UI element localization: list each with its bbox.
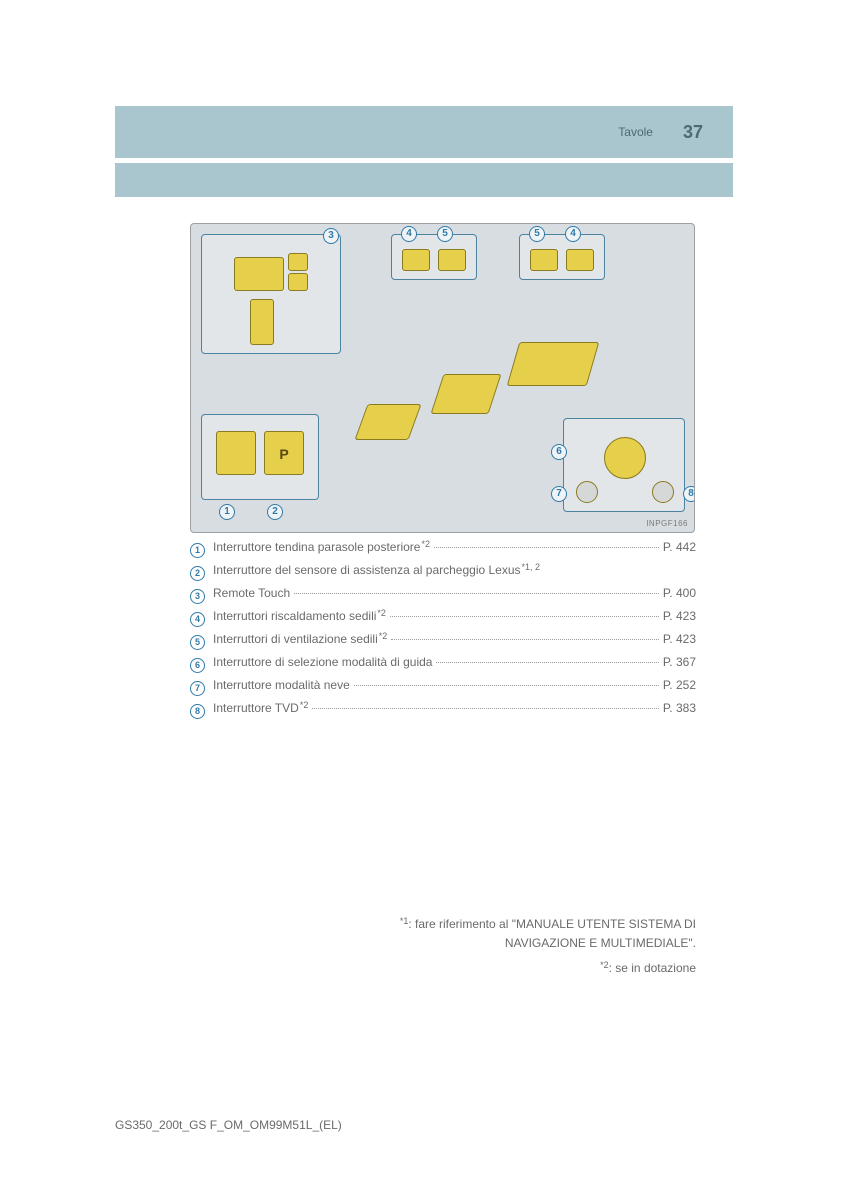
callout-1: 1 (219, 504, 235, 520)
footnote-1-text: : fare riferimento al "MANUALE UTENTE SI… (408, 917, 696, 931)
list-item: 1 Interruttore tendina parasole posterio… (190, 540, 696, 563)
list-label: Interruttore di selezione modalità di gu… (213, 655, 432, 669)
remote-touch-pad-icon (234, 257, 284, 291)
console-panel-a-icon (354, 404, 421, 440)
list-page: P. 400 (663, 586, 696, 600)
list-num-8: 8 (190, 704, 205, 719)
list-sup: *2 (379, 631, 388, 641)
leader-dots (434, 547, 659, 548)
header-bar: Tavole 37 (115, 106, 733, 158)
inset-seat-right (519, 234, 605, 280)
console-panel-c-icon (507, 342, 600, 386)
drive-mode-dial-icon (604, 437, 646, 479)
footnote-1: *1: fare riferimento al "MANUALE UTENTE … (400, 915, 696, 934)
leader-dots (391, 639, 659, 640)
remote-touch-slider-icon (250, 299, 274, 345)
list-label: Interruttore del sensore di assistenza a… (213, 563, 521, 577)
list-item: 5 Interruttori di ventilazione sedili *2… (190, 632, 696, 655)
list-num-1: 1 (190, 543, 205, 558)
leader-dots (354, 685, 659, 686)
list-page: P. 367 (663, 655, 696, 669)
list-num-7: 7 (190, 681, 205, 696)
list-num-3: 3 (190, 589, 205, 604)
list-item: 4 Interruttori riscaldamento sedili *2 P… (190, 609, 696, 632)
list-page: P. 442 (663, 540, 696, 554)
inset-remote-touch (201, 234, 341, 354)
parking-sensor-button-icon: P (264, 431, 304, 475)
sunshade-button-icon (216, 431, 256, 475)
callout-8: 8 (683, 486, 695, 502)
list-num-4: 4 (190, 612, 205, 627)
list-num-5: 5 (190, 635, 205, 650)
leader-dots (436, 662, 658, 663)
footnote-1-sup: *1 (400, 916, 409, 926)
snow-button-icon (576, 481, 598, 503)
inset-sunshade-parking: P (201, 414, 319, 500)
list-num-2: 2 (190, 566, 205, 581)
page: Tavole 37 3 4 5 5 4 P 1 (0, 0, 848, 1200)
remote-touch-btn1-icon (288, 253, 308, 271)
callout-6: 6 (551, 444, 567, 460)
leader-dots (390, 616, 659, 617)
list-num-6: 6 (190, 658, 205, 673)
callout-5b: 5 (529, 226, 545, 242)
list-label: Remote Touch (213, 586, 290, 600)
footnote-2: *2: se in dotazione (400, 959, 696, 978)
footnote-1-cont: NAVIGAZIONE E MULTIMEDIALE". (400, 934, 696, 953)
callout-7: 7 (551, 486, 567, 502)
callout-2: 2 (267, 504, 283, 520)
list-page: P. 423 (663, 632, 696, 646)
callout-3: 3 (323, 228, 339, 244)
figure-id-label: INPGF166 (646, 519, 688, 528)
leader-dots (312, 708, 659, 709)
leader-dots (294, 593, 659, 594)
seat-heater-right-icon (566, 249, 594, 271)
seat-heater-left-icon (402, 249, 430, 271)
footnote-2-text: : se in dotazione (609, 961, 696, 975)
list-label: Interruttori di ventilazione sedili (213, 632, 378, 646)
callout-4a: 4 (401, 226, 417, 242)
list-page: P. 423 (663, 609, 696, 623)
list-item: 2 Interruttore del sensore di assistenza… (190, 563, 696, 586)
inset-seat-left (391, 234, 477, 280)
section-label: Tavole (618, 125, 653, 139)
callout-4b: 4 (565, 226, 581, 242)
list-sup: *1, 2 (522, 562, 541, 572)
list-page: P. 252 (663, 678, 696, 692)
list-item: 6 Interruttore di selezione modalità di … (190, 655, 696, 678)
list-label: Interruttore modalità neve (213, 678, 350, 692)
list-page: P. 383 (663, 701, 696, 715)
list-label: Interruttori riscaldamento sedili (213, 609, 376, 623)
tvd-button-icon (652, 481, 674, 503)
list-sup: *2 (300, 700, 309, 710)
inset-drive-mode (563, 418, 685, 512)
console-panel-b-icon (431, 374, 502, 414)
callout-5a: 5 (437, 226, 453, 242)
list-sup: *2 (421, 539, 430, 549)
list-sup: *2 (377, 608, 386, 618)
center-console-diagram: 3 4 5 5 4 P 1 2 6 7 (190, 223, 695, 533)
footnote-2-sup: *2 (600, 960, 609, 970)
remote-touch-btn2-icon (288, 273, 308, 291)
seat-vent-right-icon (530, 249, 558, 271)
list-label: Interruttore TVD (213, 701, 299, 715)
seat-vent-left-icon (438, 249, 466, 271)
page-number: 37 (683, 122, 703, 143)
sub-header-bar (115, 163, 733, 197)
reference-list: 1 Interruttore tendina parasole posterio… (190, 540, 696, 724)
document-id: GS350_200t_GS F_OM_OM99M51L_(EL) (115, 1118, 342, 1132)
list-item: 8 Interruttore TVD *2 P. 383 (190, 701, 696, 724)
list-item: 3 Remote Touch P. 400 (190, 586, 696, 609)
footnotes: *1: fare riferimento al "MANUALE UTENTE … (400, 915, 696, 979)
list-item: 7 Interruttore modalità neve P. 252 (190, 678, 696, 701)
list-label: Interruttore tendina parasole posteriore (213, 540, 420, 554)
